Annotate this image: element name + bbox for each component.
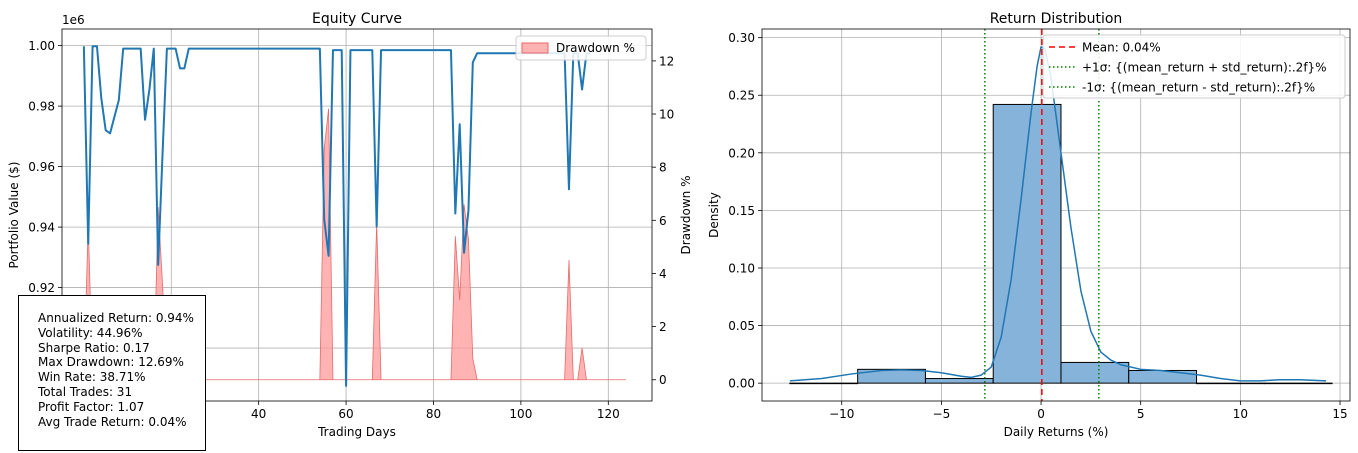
y2-tick-label: 8	[659, 161, 667, 175]
legend-label-drawdown: Drawdown %	[556, 41, 635, 55]
stat-profit-factor: Profit Factor: 1.07	[38, 399, 145, 414]
y-tick-label: 0.15	[728, 204, 755, 218]
y2-axis-label: Drawdown %	[679, 176, 693, 255]
y2-tick-label: 0	[659, 373, 667, 387]
histogram-bar	[857, 368, 926, 384]
stat-total-trades: Total Trades: 31	[38, 384, 133, 399]
legend-label: +1σ: {(mean_return + std_return):.2f}%	[1082, 61, 1327, 75]
y2-tick-label: 12	[659, 54, 674, 68]
return-distribution-chart: −10 −5 0 5 10 15 0.00 0.05 0.10 0.15 0.20 0.25 0.30 R…	[707, 11, 1351, 439]
y-tick-label: 0.92	[28, 281, 55, 295]
y2-tick-label: 2	[659, 320, 667, 334]
x-tick-label: −10	[829, 407, 854, 421]
x-tick-label: 100	[509, 407, 532, 421]
stat-annualized-return: Annualized Return: 0.94%	[38, 311, 194, 325]
chart-title: Return Distribution	[990, 11, 1123, 27]
stat-sharpe-ratio: Sharpe Ratio: 0.17	[38, 340, 150, 355]
equity-line	[82, 45, 591, 387]
y-axis-label: Density	[707, 192, 721, 238]
stat-volatility: Volatility: 44.96%	[38, 325, 143, 340]
performance-stats-box: Annualized Return: 0.94% Volatility: 44.…	[18, 295, 206, 451]
chart-title: Equity Curve	[312, 11, 402, 27]
x-axis-label: Daily Returns (%)	[1004, 425, 1109, 439]
x-tick-label: 10	[1233, 407, 1248, 421]
y-tick-label: 0.94	[28, 221, 55, 235]
y2-tick-label: 6	[659, 214, 667, 228]
y-offset-text: 1e6	[62, 13, 85, 27]
x-tick-label: 80	[426, 407, 441, 421]
y2-tick-label: 4	[659, 267, 667, 281]
histogram-bar	[1060, 361, 1130, 384]
y-tick-label: 0.98	[28, 100, 55, 114]
stat-avg-trade-return: Avg Trade Return: 0.04%	[38, 414, 187, 429]
y-tick-label: 0.30	[728, 31, 755, 45]
y-tick-label: 0.25	[728, 89, 755, 103]
plot-frame	[761, 28, 1351, 402]
histogram-bar	[1263, 382, 1333, 385]
y-tick-label: 0.10	[728, 261, 755, 275]
x-tick-label: 15	[1332, 407, 1347, 421]
histogram-bar	[1196, 382, 1265, 385]
y-tick-label: 1.00	[28, 39, 55, 53]
y-tick-label: 0.20	[728, 146, 755, 160]
legend: Mean: 0.04% +1σ: {(mean_return + std_retu…	[1042, 34, 1346, 99]
y-tick-label: 0.05	[728, 319, 755, 333]
x-tick-label: 5	[1137, 407, 1145, 421]
legend-swatch-drawdown	[521, 42, 549, 54]
x-tick-label: 40	[251, 407, 266, 421]
x-tick-label: 120	[597, 407, 620, 421]
y-axis-label: Portfolio Value ($)	[7, 162, 21, 269]
histogram-bar	[789, 382, 859, 385]
x-tick-label: 60	[338, 407, 353, 421]
legend-label: -1σ: {(mean_return - std_return):.2f}%	[1082, 81, 1315, 95]
legend-frame	[1042, 34, 1346, 99]
y2-tick-label: 10	[659, 108, 674, 122]
stat-max-drawdown: Max Drawdown: 12.69%	[38, 355, 184, 370]
plot-frame	[61, 28, 653, 402]
legend: Drawdown %	[515, 35, 647, 61]
histogram-bar	[1128, 369, 1198, 384]
x-tick-label: 0	[1037, 407, 1045, 421]
legend-label: Mean: 0.04%	[1082, 41, 1161, 55]
stat-win-rate: Win Rate: 38.71%	[38, 370, 146, 385]
x-tick-label: −5	[933, 407, 951, 421]
histogram-bar	[924, 378, 994, 384]
y-tick-label: 0.96	[28, 160, 55, 174]
legend-frame	[515, 35, 647, 61]
y-tick-label: 0.00	[728, 377, 755, 391]
x-axis-label: Trading Days	[317, 425, 396, 439]
